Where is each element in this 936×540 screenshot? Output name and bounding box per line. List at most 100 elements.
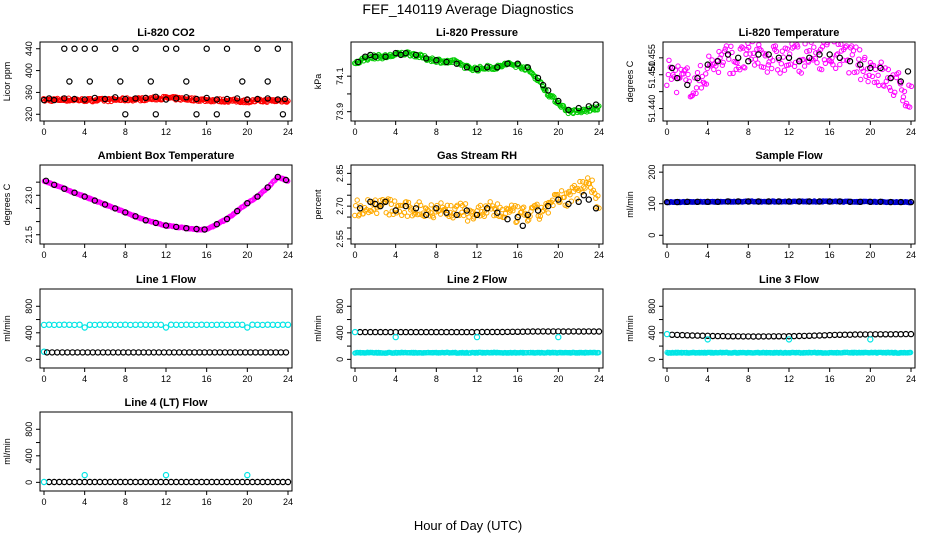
data-point (233, 478, 241, 486)
data-point (833, 65, 839, 72)
data-point (213, 220, 220, 228)
x-tick-label: 24 (906, 250, 916, 260)
data-point (720, 59, 726, 66)
x-tick-label: 0 (41, 497, 46, 507)
data-point (713, 63, 719, 69)
data-point (878, 59, 884, 65)
y-axis-label: Licor ppm (2, 62, 12, 102)
data-point (494, 209, 501, 216)
data-point (663, 330, 671, 338)
data-point (504, 215, 511, 223)
data-point (160, 349, 168, 356)
x-tick-label: 24 (594, 250, 604, 260)
y-tick-label: 2.85 (335, 165, 345, 183)
data-point (580, 191, 588, 199)
data-point (895, 70, 902, 76)
data-point (514, 328, 521, 335)
data-point (674, 331, 681, 339)
data-point (428, 202, 434, 208)
data-point (130, 349, 137, 356)
chart-panel-2: Li-820 Pressure kPa 0 4 8 12 16 20 24 73.9 74.1 (313, 27, 604, 137)
data-point (704, 336, 711, 343)
data-point (447, 209, 453, 216)
x-tick-label: 12 (784, 374, 794, 384)
data-point (881, 83, 887, 89)
data-point (831, 42, 837, 45)
data-point (565, 200, 572, 208)
series-2 (663, 198, 915, 206)
data-point (540, 207, 547, 214)
data-point (137, 321, 144, 328)
x-tick-label: 12 (161, 127, 171, 137)
data-point (167, 321, 175, 328)
data-point (281, 95, 289, 103)
series-3 (61, 45, 287, 118)
data-point (66, 78, 73, 85)
data-point (846, 198, 854, 205)
data-point (264, 184, 271, 191)
data-point (735, 54, 742, 62)
data-point (885, 66, 891, 73)
data-point (819, 44, 826, 50)
y-tick-label: 400 (24, 448, 34, 463)
data-point (704, 198, 711, 205)
data-point (724, 333, 732, 340)
data-point (719, 332, 727, 340)
data-point (875, 72, 881, 79)
data-point (860, 68, 866, 75)
data-point (755, 51, 762, 58)
data-point (132, 478, 139, 486)
data-point (770, 57, 776, 64)
data-point (259, 321, 266, 329)
data-point (826, 51, 833, 58)
data-point (172, 321, 180, 328)
data-point (790, 332, 798, 340)
data-point (198, 478, 205, 486)
data-point (147, 78, 154, 85)
data-point (558, 188, 565, 194)
y-tick-label: 21.5 (24, 226, 34, 244)
data-point (802, 42, 808, 47)
data-point (893, 74, 900, 81)
data-point (487, 199, 493, 205)
data-point (872, 66, 879, 73)
panel-title: Line 2 Flow (447, 274, 507, 286)
data-point (491, 205, 498, 212)
y-tick-label: 51.450 (647, 61, 657, 89)
x-tick-label: 12 (472, 127, 482, 137)
x-tick-label: 8 (123, 374, 128, 384)
data-point (871, 79, 878, 86)
y-axis-label: degrees C (625, 60, 635, 102)
data-point (565, 106, 572, 114)
data-point (816, 332, 823, 339)
series-2 (40, 93, 289, 104)
series-2 (40, 348, 48, 355)
data-point (699, 332, 706, 339)
data-point (575, 198, 582, 205)
data-point (264, 78, 271, 85)
data-point (377, 202, 384, 210)
data-point (193, 95, 200, 103)
data-point (765, 51, 772, 58)
data-point (907, 198, 915, 206)
data-point (282, 176, 290, 184)
data-point (908, 83, 915, 90)
data-point (729, 333, 737, 340)
data-point (851, 331, 859, 338)
data-point (907, 104, 913, 110)
data-point (565, 328, 572, 335)
data-point (244, 199, 251, 207)
data-point (175, 349, 183, 356)
data-point (887, 198, 894, 206)
data-point (372, 53, 379, 60)
data-point (71, 189, 78, 196)
x-tick-label: 8 (434, 250, 439, 260)
panel-title: Li-820 Pressure (436, 27, 518, 39)
data-point (362, 328, 369, 336)
data-point (760, 64, 767, 71)
data-point (254, 321, 261, 328)
data-point (804, 48, 810, 55)
data-point (665, 71, 671, 78)
x-tick-label: 12 (161, 250, 171, 260)
